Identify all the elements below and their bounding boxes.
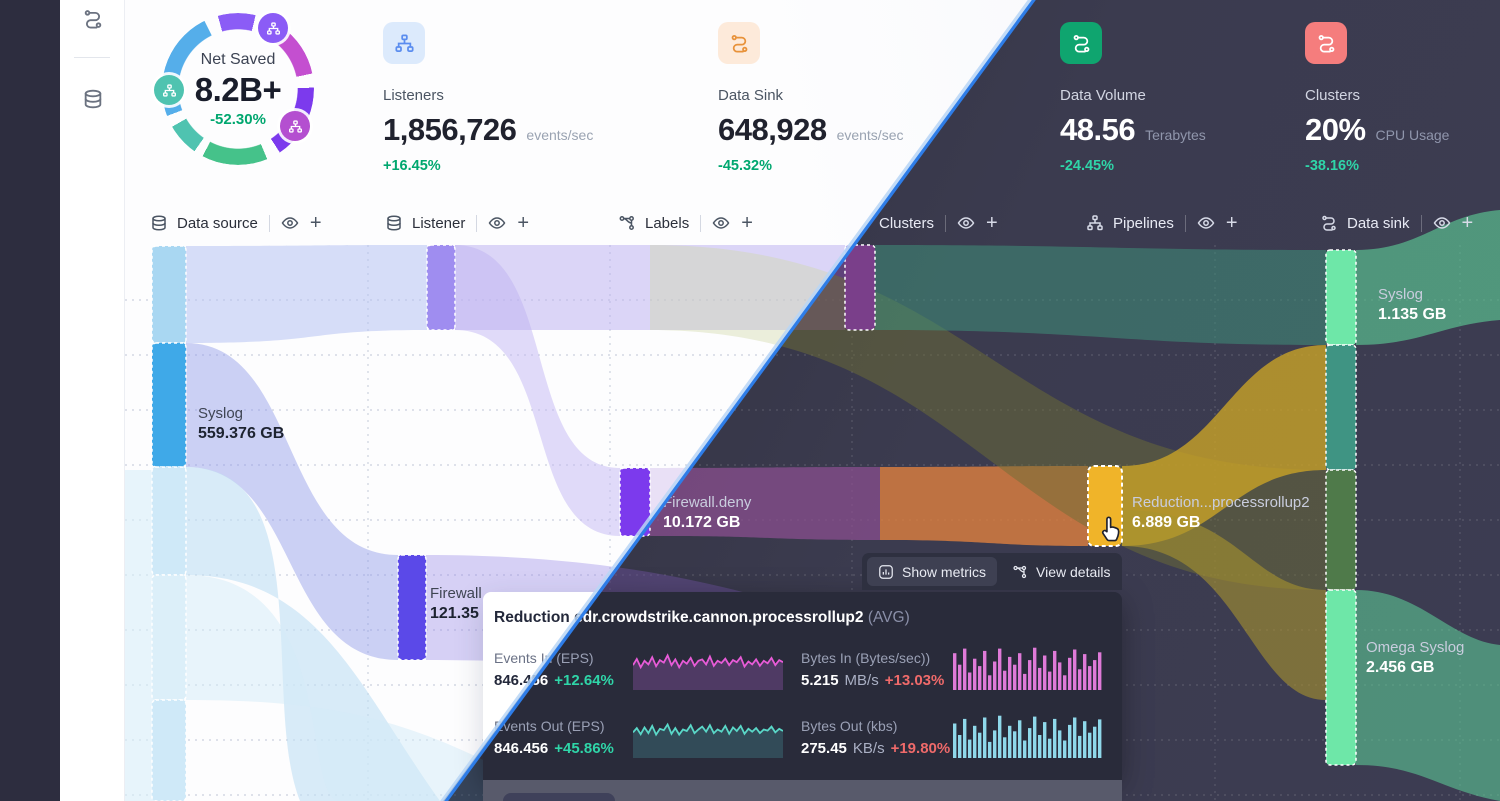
node-label-reduction: Reduction...processrollup2 6.889 GB	[1132, 494, 1310, 531]
eye-icon[interactable]	[712, 214, 730, 232]
divider	[1420, 214, 1422, 232]
toolbar-item-data-sink[interactable]: Data sink +	[1320, 212, 1473, 234]
view-details-button[interactable]: View details	[1001, 557, 1121, 586]
net-saved-donut: Net Saved 8.2B+ -52.30%	[154, 13, 314, 165]
stat-card-clusters: Clusters 20% CPU Usage -38.16%	[1305, 22, 1500, 174]
sparkline-bytes-in	[953, 644, 1103, 690]
plus-icon[interactable]: +	[986, 212, 998, 234]
toolbar-label: Listener	[412, 214, 466, 232]
eye-icon[interactable]	[1197, 214, 1215, 232]
divider	[945, 214, 947, 232]
plus-icon[interactable]: +	[1225, 212, 1238, 234]
left-rail	[0, 0, 60, 801]
plus-icon[interactable]: +	[517, 212, 530, 234]
branch-icon	[618, 214, 636, 232]
divider	[268, 214, 270, 232]
stat-value: 20%	[1305, 112, 1366, 147]
chart-icon	[879, 564, 893, 579]
stat-label: Data Sink	[718, 87, 784, 104]
sparkline-events-out	[633, 712, 783, 758]
toolbar-label: Pipelines	[1113, 214, 1174, 232]
net-saved-label: Net Saved	[200, 50, 276, 68]
route-icon	[1305, 22, 1347, 64]
node-label-omega-syslog: Omega Syslog 2.456 GB	[1366, 639, 1465, 676]
route-icon[interactable]	[82, 8, 104, 30]
plus-icon[interactable]: +	[1461, 212, 1474, 234]
route-icon	[1060, 22, 1102, 64]
toolbar-item-listener[interactable]: Listener +	[385, 212, 529, 234]
stat-label: Listeners	[383, 87, 444, 104]
stat-card-listeners: Listeners 1,856,726 events/sec +16.45%	[383, 22, 643, 174]
eye-icon[interactable]	[488, 214, 506, 232]
pipeline-node-badge	[154, 75, 184, 105]
database-icon	[385, 214, 403, 232]
route-icon	[718, 22, 760, 64]
branch-icon	[1013, 565, 1027, 578]
hand-cursor	[1098, 514, 1124, 547]
toolbar-label: Clusters	[879, 214, 935, 232]
stat-delta: -24.45%	[1060, 158, 1115, 174]
toolbar-label: Data source	[177, 214, 258, 232]
eye-icon[interactable]	[281, 214, 299, 232]
stat-value: 48.56	[1060, 112, 1136, 147]
stat-label: Data Volume	[1060, 87, 1146, 104]
toolbar-label: Data sink	[1347, 214, 1410, 232]
stat-card-data-volume: Data Volume 48.56 Terabytes -24.45%	[1060, 22, 1320, 174]
metrics-panel: Reduction edr.crowdstrike.cannon.process…	[483, 592, 1122, 780]
panel-footer-button[interactable]	[503, 793, 615, 801]
divider	[700, 214, 702, 232]
sparkline-events-in	[633, 644, 783, 690]
metric-events-out: Events Out (EPS) 846.456+45.86%	[494, 718, 614, 757]
pipeline-node-badge	[280, 111, 310, 141]
sparkline-bytes-out	[953, 712, 1103, 758]
net-saved-value: 8.2B+	[194, 70, 282, 108]
stat-value: 1,856,726	[383, 112, 517, 147]
database-icon[interactable]	[82, 88, 104, 110]
toolbar-item-data-source[interactable]: Data source +	[150, 212, 322, 234]
node-label-firewall-deny: Firewall.deny 10.172 GB	[663, 494, 752, 531]
route-icon	[1320, 214, 1338, 232]
node-label-syslog-source: Syslog 559.376 GB	[198, 405, 285, 442]
stat-delta: +16.45%	[383, 158, 441, 174]
divider	[476, 214, 478, 232]
divider	[1184, 214, 1186, 232]
eye-icon[interactable]	[957, 214, 975, 232]
sankey-node-omega-syslog[interactable]	[1325, 589, 1357, 766]
sidebar	[60, 0, 125, 801]
toolbar-item-pipelines[interactable]: Pipelines +	[1086, 212, 1238, 234]
toolbar-item-labels[interactable]: Labels +	[618, 212, 753, 234]
sankey-node-syslog-source[interactable]	[151, 342, 187, 468]
stat-label: Clusters	[1305, 87, 1361, 104]
stat-delta: -38.16%	[1305, 158, 1360, 174]
sankey-node-firewall[interactable]	[397, 554, 427, 661]
sankey-node-firewall-deny[interactable]	[619, 467, 651, 537]
panel-footer	[483, 780, 1122, 801]
net-saved-delta: -52.30%	[210, 110, 266, 128]
sitemap-icon	[383, 22, 425, 64]
toolbar-label: Labels	[645, 214, 690, 232]
show-metrics-button[interactable]: Show metrics	[867, 557, 998, 586]
pipeline-node-badge	[258, 13, 288, 43]
sitemap-icon	[1086, 214, 1104, 232]
stat-unit: events/sec	[836, 127, 904, 143]
plus-icon[interactable]: +	[309, 212, 322, 234]
stat-unit: Terabytes	[1145, 127, 1206, 143]
eye-icon[interactable]	[1433, 214, 1451, 232]
database-icon	[150, 214, 168, 232]
stat-unit: CPU Usage	[1375, 127, 1450, 143]
stat-unit: events/sec	[526, 127, 594, 143]
plus-icon[interactable]: +	[741, 212, 753, 234]
node-hover-tooltip: Show metrics View details	[862, 553, 1122, 590]
sidebar-divider	[74, 57, 110, 58]
stat-value: 648,928	[718, 112, 827, 147]
sankey-node-reduction[interactable]	[1087, 465, 1123, 547]
sankey-node-syslog-sink[interactable]	[1325, 249, 1357, 346]
node-label-syslog-sink: Syslog 1.135 GB	[1378, 286, 1447, 323]
